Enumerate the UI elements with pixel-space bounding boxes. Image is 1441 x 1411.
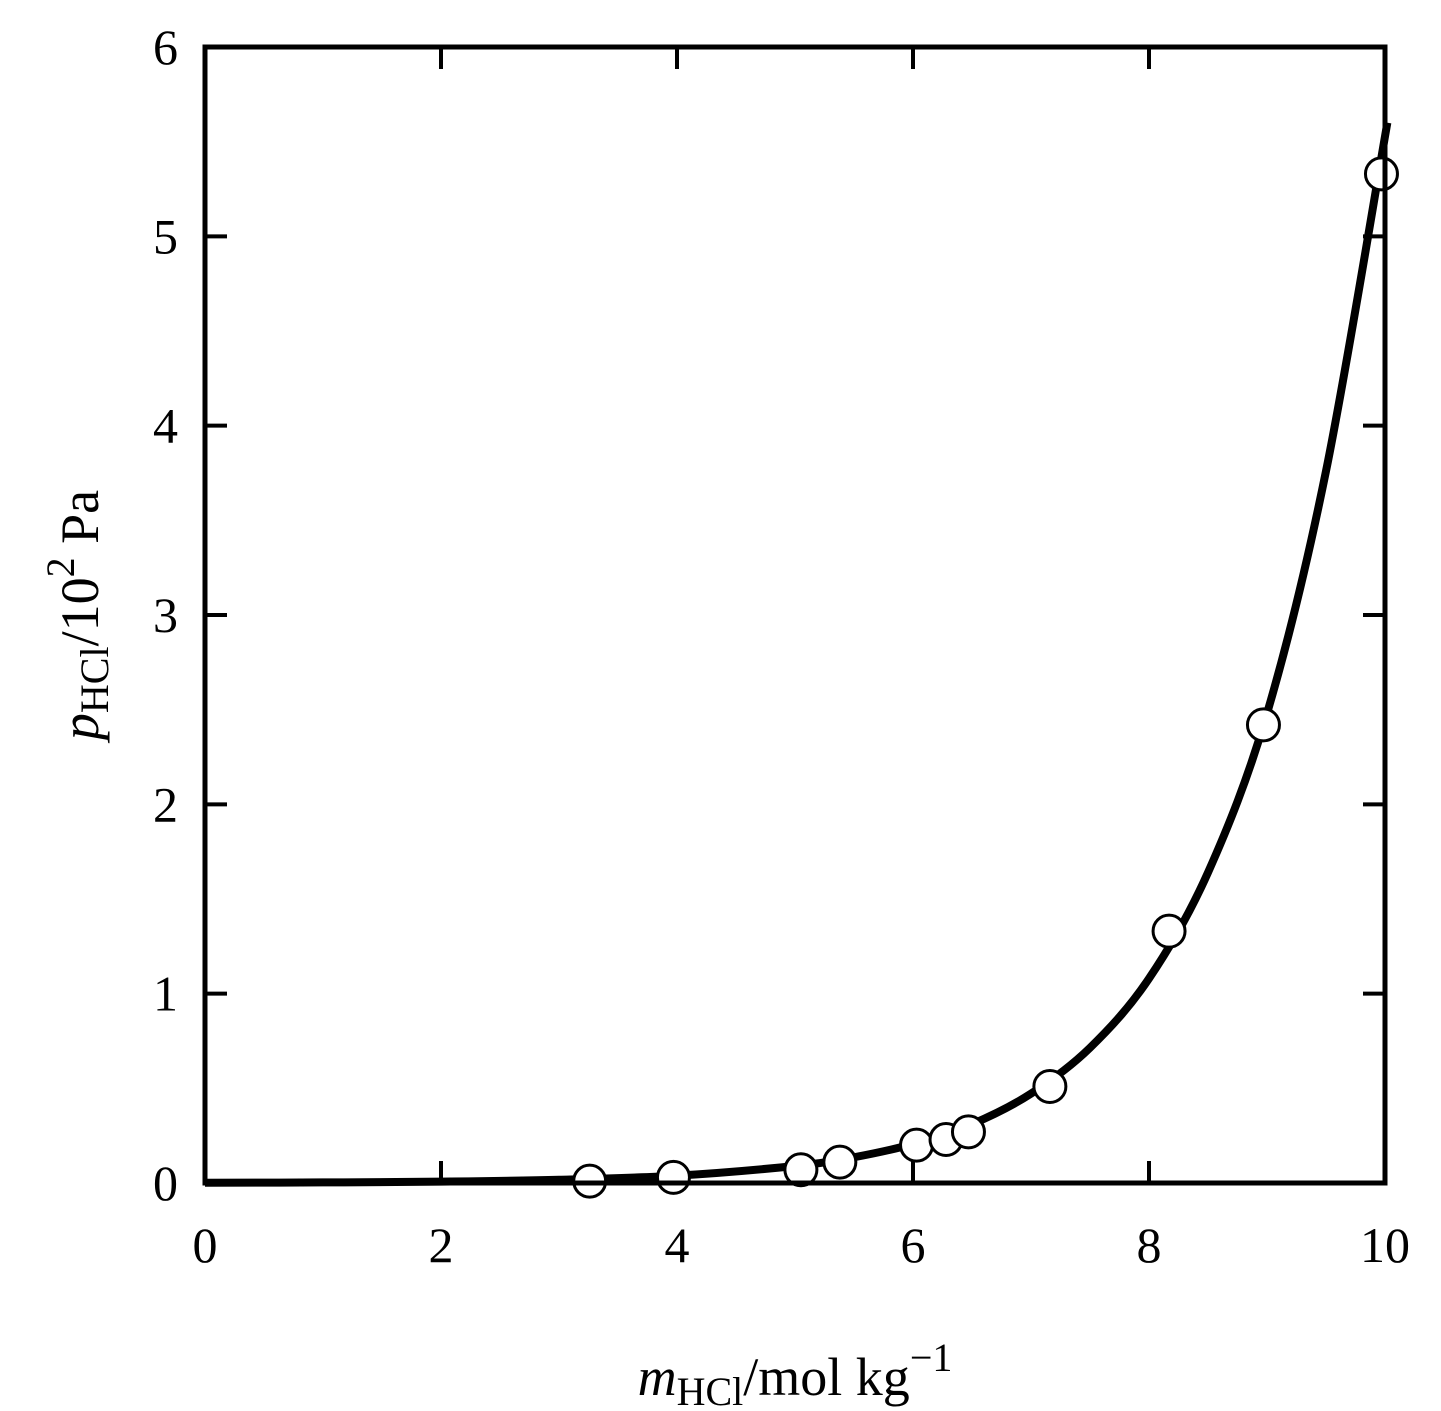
x-tick-labels: 0 2 4 6 8 10: [193, 1217, 1411, 1273]
x-axis-label: mHCl/mol kg−1: [638, 1335, 953, 1411]
data-point: [899, 1127, 935, 1163]
y-tick-label: 3: [153, 587, 178, 643]
x-axis-label-sup: −1: [910, 1335, 953, 1380]
x-tick-label: 6: [901, 1217, 926, 1273]
data-point: [655, 1159, 691, 1195]
y-axis-label: pHCl/102 Pa: [38, 490, 117, 744]
x-tick-label: 2: [429, 1217, 454, 1273]
y-tick-label: 1: [153, 966, 178, 1022]
data-point: [1151, 913, 1187, 949]
ticks: [203, 45, 1387, 1185]
y-tick-label: 5: [153, 208, 178, 264]
data-point: [783, 1152, 819, 1188]
y-tick-labels: 0 1 2 3 4 5 6: [153, 19, 178, 1211]
fit-curve: [204, 122, 1392, 1187]
y-tick-label: 6: [153, 19, 178, 75]
y-axis-label-main: p: [50, 713, 110, 744]
y-tick-label: 0: [153, 1155, 178, 1211]
y-axis-label-sup: 2: [38, 557, 83, 577]
plot-frame: [202, 44, 1388, 1186]
x-axis-label-main: m: [638, 1347, 677, 1407]
x-tick-label: 10: [1360, 1217, 1410, 1273]
x-axis-label-unit: /mol kg: [743, 1347, 910, 1407]
y-axis-label-tail: Pa: [50, 490, 110, 558]
y-axis-label-unit: /10: [50, 577, 110, 646]
y-tick-label: 2: [153, 776, 178, 832]
data-point: [822, 1144, 858, 1180]
y-axis-label-sub: HCl: [72, 646, 117, 713]
data-point: [950, 1114, 986, 1150]
x-tick-label: 0: [193, 1217, 218, 1273]
data-point: [1032, 1068, 1068, 1104]
x-tick-label: 4: [665, 1217, 690, 1273]
y-tick-label: 4: [153, 398, 178, 454]
x-tick-label: 8: [1137, 1217, 1162, 1273]
data-point: [1245, 707, 1281, 743]
x-axis-label-sub: HCl: [677, 1369, 744, 1411]
data-point: [1363, 156, 1399, 192]
